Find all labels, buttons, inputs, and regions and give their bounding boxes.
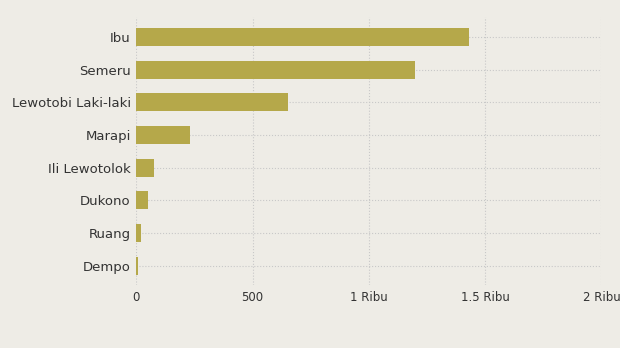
Bar	[136, 159, 154, 177]
Bar	[136, 224, 141, 242]
Bar	[136, 126, 190, 144]
Bar	[136, 28, 469, 46]
Bar	[136, 61, 415, 79]
Bar	[136, 93, 288, 111]
Bar	[136, 257, 138, 275]
Bar	[136, 191, 148, 209]
